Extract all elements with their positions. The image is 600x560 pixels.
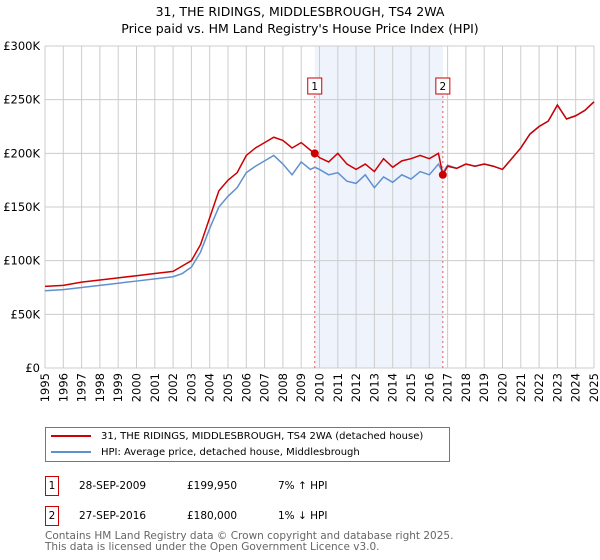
x-tick-label: 1996	[56, 373, 70, 402]
sale-point	[438, 170, 447, 179]
y-tick-label: £150K	[3, 200, 40, 214]
y-tick-label: £100K	[3, 254, 40, 268]
x-tick-label: 2011	[331, 373, 345, 402]
footer: Contains HM Land Registry data © Crown c…	[45, 531, 453, 553]
x-tick-label: 2009	[294, 373, 308, 402]
marker-badge: 1	[45, 476, 59, 496]
x-tick-label: 2019	[477, 373, 491, 402]
transaction-hpi: 1% ↓ HPI	[278, 510, 328, 522]
footer-copyright: Contains HM Land Registry data © Crown c…	[45, 530, 454, 542]
legend-item-property: 31, THE RIDINGS, MIDDLESBROUGH, TS4 2WA …	[46, 428, 423, 444]
x-tick-label: 2010	[313, 373, 327, 402]
x-tick-label: 2008	[276, 373, 290, 402]
x-tick-label: 2016	[422, 373, 436, 402]
transaction-row: 2 27-SEP-2016 £180,000 1% ↓ HPI	[45, 506, 327, 526]
legend-swatch-red	[51, 435, 91, 437]
transaction-date: 28-SEP-2009	[79, 480, 147, 492]
y-tick-label: £0	[25, 361, 40, 375]
x-tick-label: 1999	[111, 373, 125, 402]
x-tick-label: 2012	[349, 373, 363, 402]
y-tick-label: £200K	[3, 146, 40, 160]
x-tick-label: 2025	[587, 373, 600, 402]
transaction-price: £199,950	[187, 480, 238, 492]
x-tick-label: 2001	[148, 373, 162, 402]
x-tick-label: 2015	[404, 373, 418, 402]
annotation-box	[435, 77, 451, 95]
x-tick-label: 1998	[93, 373, 107, 402]
x-tick-label: 2004	[203, 373, 217, 402]
legend-item-hpi: HPI: Average price, detached house, Midd…	[46, 444, 360, 460]
transaction-row: 1 28-SEP-2009 £199,950 7% ↑ HPI	[45, 476, 327, 496]
chart-title: 31, THE RIDINGS, MIDDLESBROUGH, TS4 2WA …	[0, 3, 600, 37]
x-tick-label: 2017	[441, 373, 455, 402]
annotation-box	[307, 77, 323, 95]
x-tick-label: 2021	[514, 373, 528, 402]
x-tick-label: 2013	[367, 373, 381, 402]
annotation-label: 1	[311, 81, 318, 93]
legend-swatch-blue	[51, 451, 91, 453]
legend-label: HPI: Average price, detached house, Midd…	[101, 446, 360, 458]
y-tick-label: £300K	[3, 39, 40, 53]
x-tick-label: 2007	[258, 373, 272, 402]
sale-point	[310, 149, 319, 158]
x-tick-label: 1995	[38, 373, 52, 402]
title-line-2: Price paid vs. HM Land Registry's House …	[121, 21, 479, 36]
y-tick-label: £50K	[11, 307, 41, 321]
x-tick-label: 2014	[386, 373, 400, 402]
transaction-price: £180,000	[187, 510, 238, 522]
legend-label: 31, THE RIDINGS, MIDDLESBROUGH, TS4 2WA …	[101, 430, 424, 442]
transaction-date: 27-SEP-2016	[79, 510, 147, 522]
series-line-property	[44, 101, 595, 288]
price-chart: £0 £50K £100K £150K £200K £250K £300K 1995 1996 1…	[3, 39, 600, 402]
transaction-hpi: 7% ↑ HPI	[278, 480, 328, 492]
x-tick-label: 2022	[532, 373, 546, 402]
footer-license: This data is licensed under the Open Gov…	[45, 541, 380, 553]
x-tick-label: 2006	[239, 373, 253, 402]
x-tick-label: 2020	[496, 373, 510, 402]
x-tick-label: 2018	[459, 373, 473, 402]
x-tick-label: 2024	[569, 373, 583, 402]
title-line-1: 31, THE RIDINGS, MIDDLESBROUGH, TS4 2WA	[155, 4, 445, 19]
x-tick-label: 2003	[184, 373, 198, 402]
x-tick-label: 2000	[130, 373, 144, 402]
x-tick-label: 1997	[75, 373, 89, 402]
x-tick-label: 2005	[221, 373, 235, 402]
y-tick-label: £250K	[3, 93, 40, 107]
x-tick-label: 2023	[550, 373, 564, 402]
marker-badge: 2	[45, 506, 59, 526]
x-tick-label: 2002	[166, 373, 180, 402]
legend: 31, THE RIDINGS, MIDDLESBROUGH, TS4 2WA …	[45, 427, 450, 462]
annotation-label: 2	[439, 81, 446, 93]
